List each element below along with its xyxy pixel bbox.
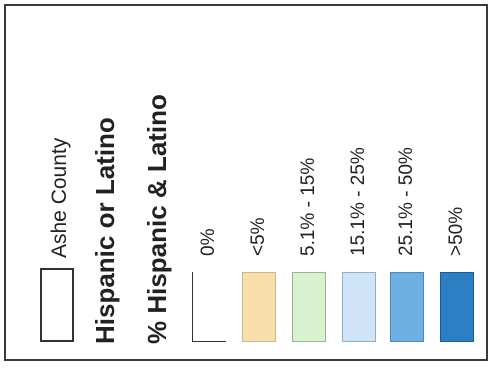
- class-swatch-1: [242, 272, 276, 342]
- class-label-5: >50%: [446, 206, 467, 256]
- county-outline-swatch: [40, 268, 74, 342]
- legend-subtitle: % Hispanic & Latino: [142, 94, 172, 344]
- class-swatch-0: [192, 272, 226, 342]
- class-label-4: 25.1% - 50%: [396, 147, 417, 256]
- class-label-2: 5.1% - 15%: [298, 157, 319, 256]
- class-swatch-4: [390, 272, 424, 342]
- class-label-1: <5%: [248, 217, 269, 256]
- class-label-0: 0%: [198, 228, 219, 256]
- class-swatch-5: [440, 272, 474, 342]
- legend-panel: Ashe County Hispanic or Latino % Hispani…: [4, 4, 488, 361]
- class-swatch-3: [342, 272, 376, 342]
- class-swatch-2: [292, 272, 326, 342]
- class-label-3: 15.1% - 25%: [348, 147, 369, 256]
- legend-title: Hispanic or Latino: [90, 117, 120, 344]
- county-label: Ashe County: [48, 137, 71, 258]
